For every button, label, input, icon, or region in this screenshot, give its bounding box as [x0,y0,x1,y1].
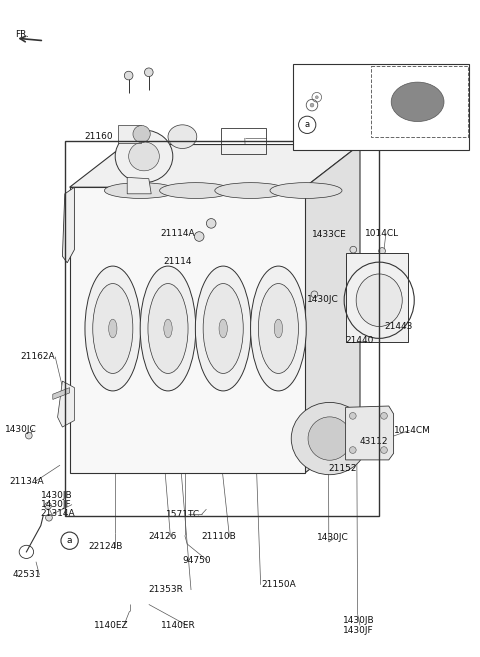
Text: 21114A: 21114A [161,229,195,238]
Text: 22124B: 22124B [89,542,123,551]
Ellipse shape [108,319,117,338]
Circle shape [311,291,318,298]
Circle shape [350,246,357,253]
Text: 1751GI: 1751GI [306,119,334,128]
Bar [118,125,141,143]
Bar [65,141,379,516]
Polygon shape [70,145,360,187]
Text: 24126: 24126 [149,532,177,541]
Ellipse shape [115,130,173,183]
Text: 21440: 21440 [346,336,374,345]
Ellipse shape [270,183,342,198]
Ellipse shape [93,284,133,373]
Text: 1430JF: 1430JF [41,500,72,509]
Text: 21133: 21133 [298,128,322,137]
Ellipse shape [129,142,159,171]
Text: 1571TC: 1571TC [166,510,200,519]
Text: (ALT.): (ALT.) [373,128,394,137]
Text: 21160: 21160 [84,132,113,141]
Ellipse shape [168,125,197,148]
Bar [221,128,266,154]
Text: 21134A: 21134A [10,477,44,486]
Ellipse shape [85,266,141,391]
Text: 21152: 21152 [329,464,357,473]
Text: 1140ER: 1140ER [161,621,195,630]
Bar [346,253,408,342]
Text: 1014CM: 1014CM [394,426,431,435]
Ellipse shape [140,266,196,391]
Circle shape [144,68,153,77]
Text: a: a [305,120,310,129]
Ellipse shape [356,274,402,327]
Circle shape [25,432,32,439]
Text: 94750: 94750 [182,556,211,565]
Circle shape [206,219,216,228]
Polygon shape [346,406,394,460]
Text: 21314A: 21314A [373,119,403,128]
Circle shape [323,140,330,147]
Ellipse shape [148,284,188,373]
Text: 21353R: 21353R [149,585,184,595]
Text: 42531: 42531 [13,570,41,579]
Text: FR.: FR. [15,30,29,39]
Circle shape [381,413,387,419]
Polygon shape [70,187,305,473]
Circle shape [379,248,385,254]
Text: 1430JC: 1430JC [5,424,36,434]
Text: 1430JC: 1430JC [317,533,348,542]
Circle shape [349,447,356,453]
Text: 1140EZ: 1140EZ [94,621,128,630]
Ellipse shape [203,284,243,373]
Ellipse shape [391,82,444,122]
Circle shape [351,106,359,114]
Polygon shape [53,388,70,399]
Ellipse shape [133,125,150,143]
Ellipse shape [164,319,172,338]
Ellipse shape [104,183,176,198]
Text: 21162A: 21162A [20,352,55,361]
Text: 21314A: 21314A [41,509,75,518]
Polygon shape [62,187,74,263]
Text: 21110B: 21110B [202,532,236,541]
Text: 1433CE: 1433CE [312,230,347,239]
Text: 21443: 21443 [384,322,412,331]
Ellipse shape [258,284,299,373]
Text: 21114: 21114 [163,257,192,266]
Ellipse shape [251,266,306,391]
Text: 1014CL: 1014CL [365,229,399,238]
Polygon shape [305,145,360,473]
Circle shape [46,514,52,521]
Polygon shape [58,381,74,427]
Polygon shape [127,177,151,194]
Ellipse shape [215,183,287,198]
Circle shape [310,103,314,107]
Circle shape [315,96,318,99]
Text: a: a [67,536,72,545]
Circle shape [194,232,204,241]
Circle shape [381,447,387,453]
Text: 43112: 43112 [360,437,388,446]
Ellipse shape [291,402,368,474]
Bar [293,64,469,150]
Text: 1430JF: 1430JF [343,626,374,635]
Circle shape [45,503,51,509]
Circle shape [124,71,133,80]
Ellipse shape [308,417,351,461]
Text: 1430JB: 1430JB [41,491,72,500]
Text: 21150A: 21150A [262,580,296,589]
Text: 1430JC: 1430JC [307,295,339,304]
Circle shape [349,413,356,419]
Ellipse shape [219,319,228,338]
Ellipse shape [274,319,283,338]
Ellipse shape [159,183,232,198]
Ellipse shape [195,266,251,391]
Bar [371,66,468,137]
Text: 1430JB: 1430JB [343,616,375,625]
